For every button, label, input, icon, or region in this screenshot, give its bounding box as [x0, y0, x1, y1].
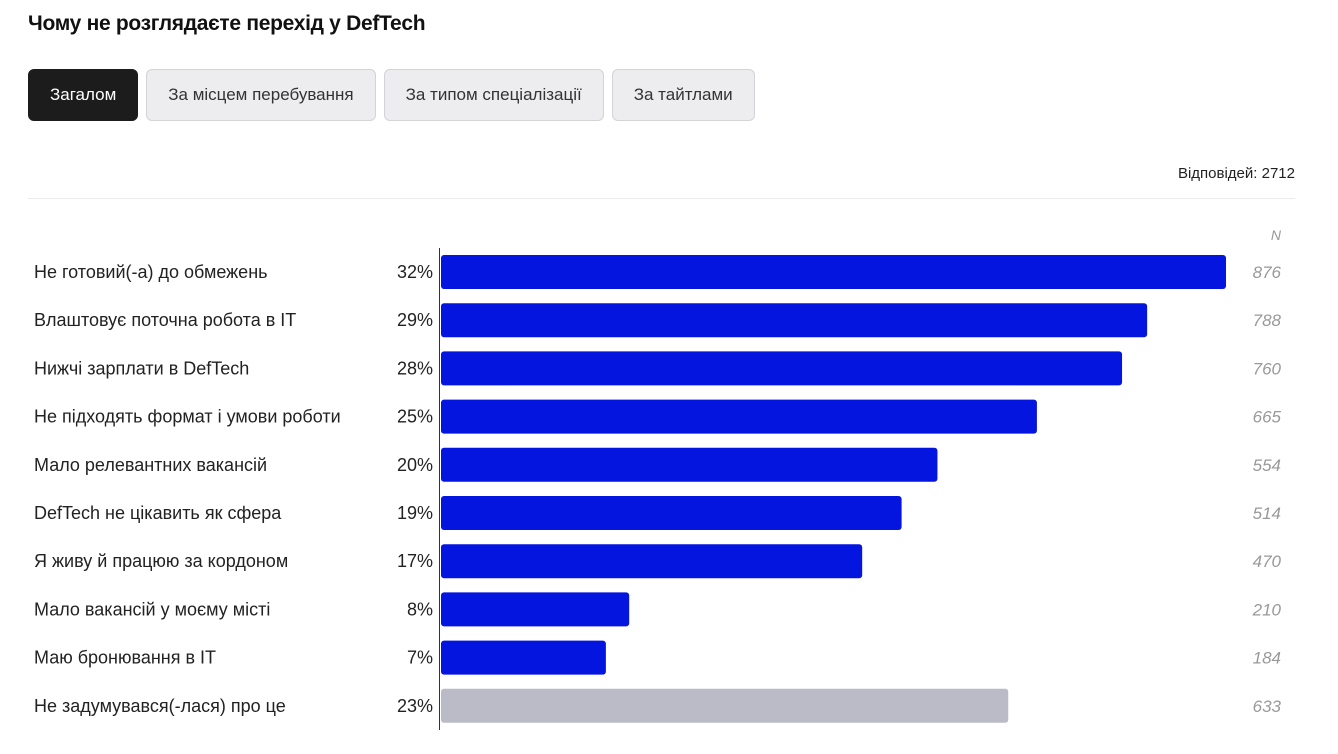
percent-label: 20% — [397, 455, 433, 475]
tab-by-titles[interactable]: За тайтлами — [611, 69, 755, 121]
bar — [441, 496, 902, 530]
category-label: Не задумувався(-лася) про це — [34, 696, 286, 716]
n-value: 554 — [1253, 456, 1281, 475]
percent-label: 23% — [397, 696, 433, 716]
page-title: Чому не розглядаєте перехід у DefTech — [28, 12, 426, 35]
category-label: DefTech не цікавить як сфера — [34, 503, 282, 523]
tab-overall[interactable]: Загалом — [28, 69, 139, 121]
category-label: Я живу й працюю за кордоном — [34, 551, 288, 571]
percent-label: 19% — [397, 503, 433, 523]
n-value: 760 — [1253, 359, 1282, 378]
bar — [441, 544, 863, 579]
category-label: Маю бронювання в IT — [34, 648, 216, 668]
bar — [441, 447, 938, 482]
tab-by-specialization[interactable]: За типом спеціалізації — [383, 69, 604, 121]
bar — [441, 303, 1148, 338]
percent-label: 32% — [397, 262, 433, 282]
n-value: 633 — [1253, 697, 1282, 716]
n-column-header: N — [1270, 227, 1281, 243]
bar — [441, 255, 1226, 289]
n-value: 470 — [1253, 552, 1282, 571]
category-label: Не підходять формат і умови роботи — [34, 407, 341, 427]
category-label: Мало вакансій у моєму місті — [34, 599, 270, 619]
percent-label: 7% — [407, 648, 433, 668]
category-label: Не готовий(-а) до обмежень — [34, 262, 268, 282]
percent-label: 28% — [397, 358, 433, 378]
tab-by-location[interactable]: За місцем перебування — [146, 69, 376, 121]
n-value: 665 — [1253, 408, 1282, 427]
percent-label: 17% — [397, 551, 433, 571]
divider — [28, 198, 1295, 199]
responses-count: Відповідей: 2712 — [1177, 165, 1295, 182]
percent-label: 25% — [397, 407, 433, 427]
bar — [441, 592, 630, 627]
n-value: 210 — [1252, 600, 1282, 619]
n-value: 514 — [1253, 504, 1281, 523]
category-label: Влаштовує поточна робота в IT — [34, 310, 296, 330]
n-value: 876 — [1253, 263, 1282, 282]
bar — [441, 399, 1037, 434]
category-label: Мало релевантних вакансій — [34, 455, 267, 475]
n-value: 184 — [1253, 649, 1281, 668]
percent-label: 29% — [397, 310, 433, 330]
tab-bar: Загалом За місцем перебування За типом с… — [28, 69, 755, 121]
bar — [441, 688, 1009, 723]
bar — [441, 640, 606, 675]
bar — [441, 351, 1123, 386]
category-label: Нижчі зарплати в DefTech — [34, 358, 249, 378]
percent-label: 8% — [407, 599, 433, 619]
n-value: 788 — [1253, 311, 1282, 330]
